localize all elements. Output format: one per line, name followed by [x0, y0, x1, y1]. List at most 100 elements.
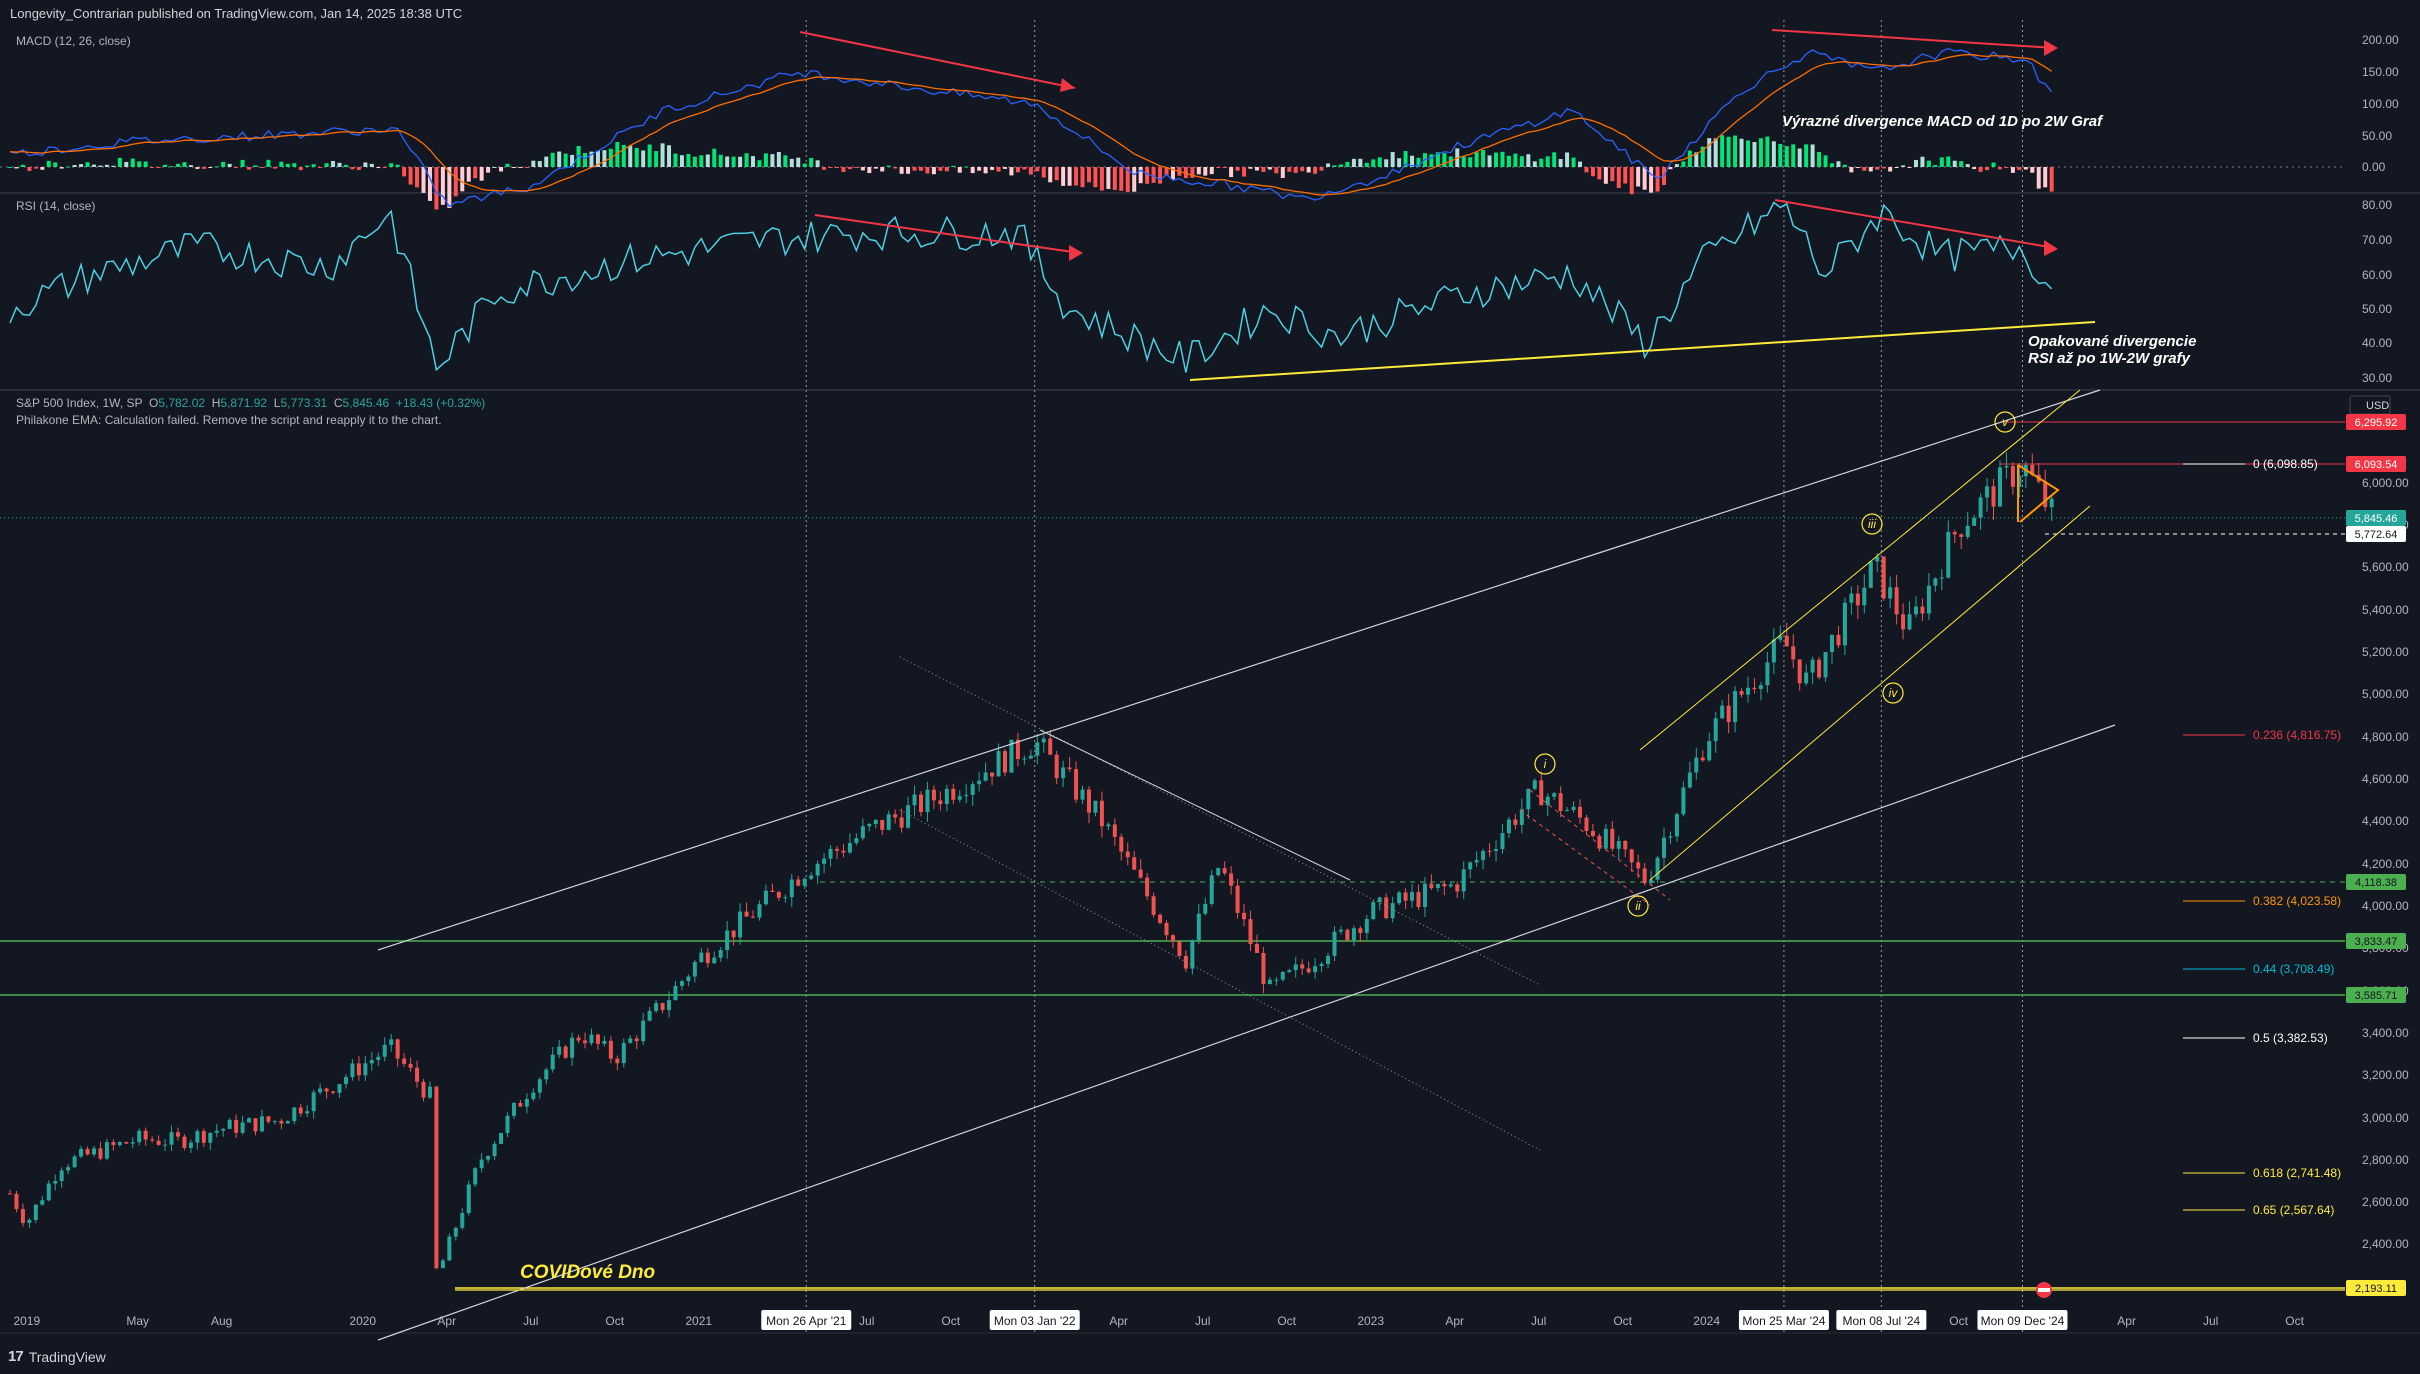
time-tick-label: 2024: [1693, 1314, 1720, 1328]
macd-histogram-bar: [1112, 167, 1117, 190]
macd-histogram-bar: [169, 166, 174, 168]
macd-histogram-bar: [1700, 146, 1705, 167]
macd-histogram-bar: [1733, 135, 1738, 167]
macd-histogram-bar: [731, 156, 736, 167]
macd-histogram-bar: [641, 150, 646, 167]
candle-body: [247, 1118, 252, 1123]
macd-histogram-bar: [72, 165, 77, 167]
fib-level-label: 0.382 (4,023.58): [2253, 894, 2341, 908]
macd-histogram-bar: [369, 163, 374, 167]
candle-body: [1978, 497, 1983, 518]
macd-histogram-bar: [163, 164, 168, 167]
candle-body: [137, 1130, 142, 1143]
macd-histogram-bar: [1545, 156, 1550, 167]
macd-histogram-bar: [195, 167, 200, 169]
macd-histogram-bar: [343, 164, 348, 167]
candle-body: [1629, 849, 1634, 863]
macd-histogram-bar: [1242, 167, 1247, 177]
rsi-divergence-arrow: [1774, 199, 2056, 249]
candle-body: [576, 1037, 581, 1041]
time-tick-label: Jul: [2203, 1314, 2218, 1328]
candle-body: [79, 1148, 84, 1157]
time-tick-label: 2019: [13, 1314, 40, 1328]
macd-histogram-bar: [1849, 167, 1854, 173]
candle-body: [104, 1142, 109, 1159]
macd-histogram-bar: [1558, 159, 1563, 167]
macd-histogram-bar: [350, 167, 355, 170]
candle-body: [1901, 614, 1906, 630]
time-tick-label: Apr: [2117, 1314, 2136, 1328]
macd-histogram-bar: [85, 162, 90, 167]
macd-histogram-bar: [421, 167, 426, 193]
candle-body: [1222, 868, 1227, 874]
publisher-header: Longevity_Contrarian published on Tradin…: [10, 6, 463, 21]
macd-histogram-bar: [802, 163, 807, 167]
candle-body: [221, 1128, 226, 1131]
macd-histogram: [8, 135, 2054, 210]
candle-body: [1306, 968, 1311, 973]
candle-body: [673, 985, 678, 1001]
macd-histogram-bar: [1190, 167, 1195, 178]
macd-histogram-bar: [1713, 138, 1718, 167]
candle-body: [343, 1077, 348, 1085]
macd-histogram-bar: [1274, 167, 1279, 174]
footer-brand[interactable]: 17 TradingView: [8, 1348, 106, 1365]
candle-body: [511, 1103, 516, 1116]
macd-histogram-bar: [305, 165, 310, 167]
candle-body: [156, 1140, 161, 1145]
candle-body: [1494, 849, 1499, 852]
macd-histogram-bar: [1429, 154, 1434, 167]
candle-body: [1836, 634, 1841, 646]
candle-body: [1532, 780, 1537, 789]
macd-histogram-bar: [944, 167, 949, 172]
macd-histogram-bar: [906, 167, 911, 174]
candle-body: [1164, 922, 1169, 936]
macd-histogram-bar: [589, 151, 594, 167]
candle-body: [1926, 585, 1931, 614]
candle-body: [828, 848, 833, 859]
macd-histogram-bar: [815, 160, 820, 167]
macd-histogram-bar: [324, 163, 329, 167]
time-tick-label: Oct: [605, 1314, 624, 1328]
macd-histogram-bar: [1229, 167, 1234, 178]
candle-body: [1112, 824, 1117, 837]
high-value: 5,871.92: [220, 396, 268, 410]
macd-histogram-bar: [1655, 167, 1660, 192]
macd-histogram-bar: [14, 167, 19, 169]
time-tick-label: Jul: [859, 1314, 874, 1328]
macd-histogram-bar: [434, 167, 439, 210]
candle-body: [1429, 883, 1434, 889]
candle-body: [537, 1079, 542, 1093]
macd-histogram-bar: [1888, 167, 1893, 172]
macd-histogram-bar: [91, 164, 96, 167]
macd-histogram-bar: [667, 145, 672, 167]
candle-body: [1875, 556, 1880, 562]
candle-body: [1022, 758, 1027, 760]
macd-histogram-bar: [886, 165, 891, 167]
candle-body: [1435, 883, 1440, 889]
candle-body: [1991, 486, 1996, 507]
candle-body: [1713, 718, 1718, 742]
candle-body: [356, 1063, 361, 1076]
macd-histogram-bar: [1817, 151, 1822, 167]
candle-body: [1513, 819, 1518, 825]
macd-histogram-bar: [137, 161, 142, 167]
time-highlight-label: Mon 26 Apr '21: [766, 1314, 847, 1328]
macd-histogram-bar: [1054, 167, 1059, 181]
candle-body: [1274, 979, 1279, 981]
elliott-wave-marker: iv: [1882, 682, 1904, 704]
candle-body: [699, 952, 704, 963]
macd-histogram-bar: [1319, 167, 1324, 171]
candle-body: [85, 1148, 90, 1155]
candle-body: [1506, 819, 1511, 834]
price-tick-label: 3,400.00: [2362, 1026, 2409, 1040]
candle-body: [1183, 955, 1188, 969]
candle-body: [214, 1130, 219, 1133]
open-value: 5,782.02: [158, 396, 206, 410]
candle-body: [1132, 857, 1137, 870]
candle-body: [1655, 857, 1660, 880]
candle-body: [1552, 793, 1557, 797]
macd-histogram-bar: [201, 167, 206, 169]
